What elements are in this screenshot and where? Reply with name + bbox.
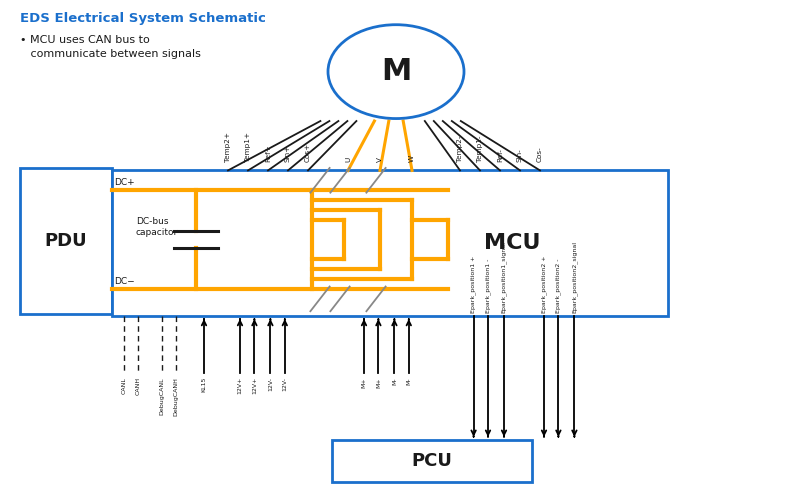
Text: CANL: CANL [122,377,126,394]
Text: DC−: DC− [114,277,135,286]
Text: M+: M+ [376,377,381,388]
Text: DC+: DC+ [114,178,135,187]
Text: KL15: KL15 [202,377,206,392]
Text: V: V [377,157,383,162]
Text: M-: M- [406,377,411,384]
Text: Sin+: Sin+ [285,144,291,162]
Text: DebugCANH: DebugCANH [174,377,178,416]
Text: 12V+: 12V+ [238,377,242,394]
Text: DC-bus
capacitor: DC-bus capacitor [136,217,178,237]
Text: DebugCANL: DebugCANL [159,377,164,414]
Text: EDS Electrical System Schematic: EDS Electrical System Schematic [20,12,266,25]
Text: Ref-: Ref- [497,148,503,162]
Text: Epark_position1 +: Epark_position1 + [470,256,477,313]
Text: Temp2+: Temp2+ [225,131,231,162]
Text: 12V+: 12V+ [252,377,257,394]
Text: • MCU uses CAN bus to
   communicate between signals: • MCU uses CAN bus to communicate betwee… [20,35,201,59]
Bar [112,170,668,316]
Text: Sin-: Sin- [517,148,523,162]
Text: Temp2-: Temp2- [457,135,463,162]
Text: Epark_position2 +: Epark_position2 + [541,256,547,313]
Text: M: M [381,57,411,86]
Text: Temp1-: Temp1- [477,135,483,162]
Text: PCU: PCU [411,452,453,470]
Text: Temp1+: Temp1+ [245,131,251,162]
Text: CANH: CANH [136,377,141,395]
Text: Cos+: Cos+ [305,142,311,162]
Text: Ref+: Ref+ [265,144,271,162]
Text: Epark_position1 -: Epark_position1 - [485,259,491,313]
Text: PDU: PDU [45,232,87,250]
Text: Epark_position2 -: Epark_position2 - [555,259,562,313]
Text: MCU: MCU [484,233,541,253]
Text: Epark_position2_signal: Epark_position2_signal [571,241,578,313]
Text: 12V-: 12V- [282,377,287,391]
Text: M-: M- [392,377,397,384]
Text: Epark_position1_signal: Epark_position1_signal [501,242,507,313]
Text: M+: M+ [362,377,366,388]
Text: U: U [345,156,351,162]
Bar [332,440,532,482]
Text: Cos-: Cos- [537,146,543,162]
Text: 12V-: 12V- [268,377,273,391]
Text: W: W [409,155,415,162]
Bar [20,168,112,314]
